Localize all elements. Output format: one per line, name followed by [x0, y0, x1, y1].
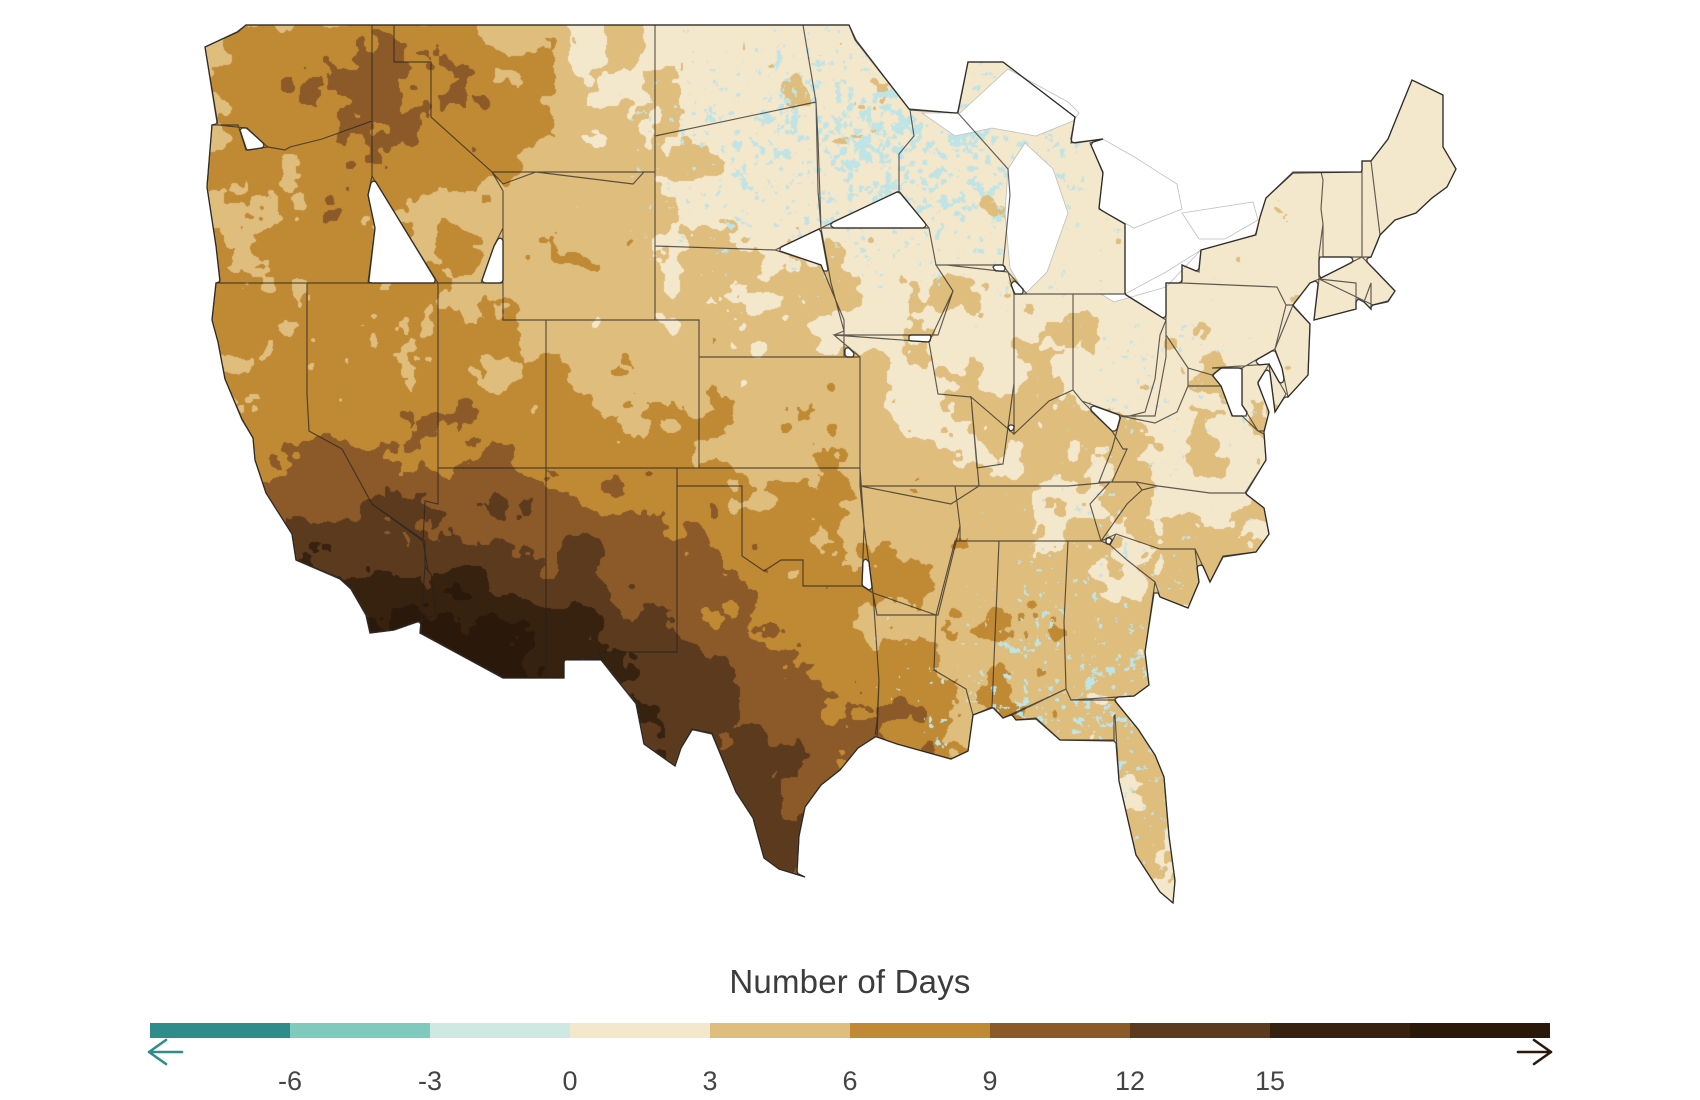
- svg-text:3: 3: [702, 1066, 717, 1096]
- svg-text:-6: -6: [278, 1066, 302, 1096]
- svg-text:6: 6: [842, 1066, 857, 1096]
- svg-text:9: 9: [982, 1066, 997, 1096]
- svg-text:12: 12: [1115, 1066, 1145, 1096]
- svg-text:0: 0: [562, 1066, 577, 1096]
- svg-text:-3: -3: [418, 1066, 442, 1096]
- svg-text:15: 15: [1255, 1066, 1285, 1096]
